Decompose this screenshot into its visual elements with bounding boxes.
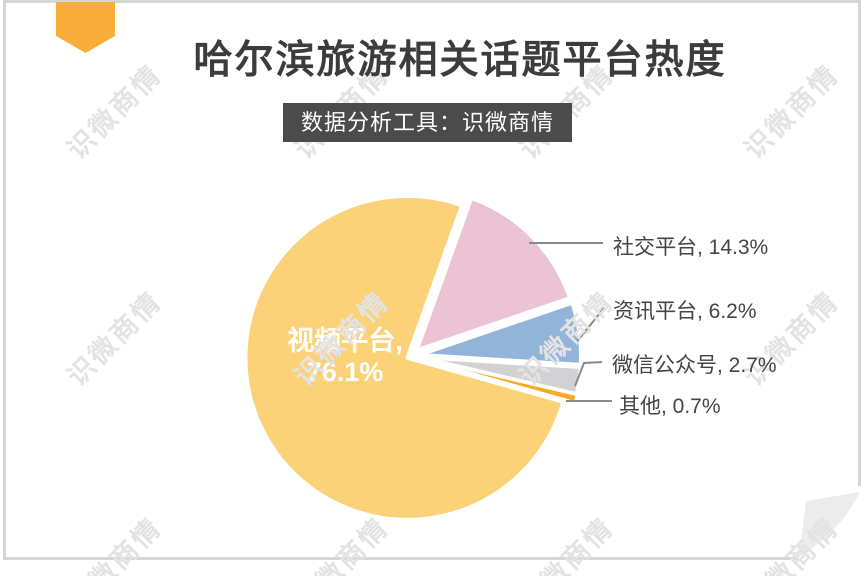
pie-inside-label-line2: 76.1% <box>306 357 384 387</box>
leader-line-news <box>574 307 605 345</box>
pie-slice-社交平台[interactable] <box>414 195 573 353</box>
pie-slice-资讯平台[interactable] <box>416 300 583 367</box>
leader-line-wechat <box>574 361 603 387</box>
callout-other: 其他, 0.7% <box>619 395 721 418</box>
bookmark-ribbon-icon <box>56 2 115 53</box>
callout-news-platform: 资讯平台, 6.2% <box>613 300 757 323</box>
tool-badge: 数据分析工具：识微商情 <box>283 103 572 142</box>
page-curl-decoration <box>799 492 860 557</box>
leader-lines <box>529 242 612 402</box>
callout-social-platform: 社交平台, 14.3% <box>613 236 769 259</box>
pie-inside-label-line1: 视频平台, <box>287 326 403 356</box>
callout-wechat-official: 微信公众号, 2.7% <box>612 354 777 377</box>
pie-inside-label: 视频平台, 76.1% <box>287 326 403 388</box>
chart-title: 哈尔滨旅游相关话题平台热度 <box>193 39 727 82</box>
pie-slice-视频平台[interactable] <box>243 193 566 522</box>
tool-badge-label: 数据分析工具：识微商情 <box>300 110 554 135</box>
